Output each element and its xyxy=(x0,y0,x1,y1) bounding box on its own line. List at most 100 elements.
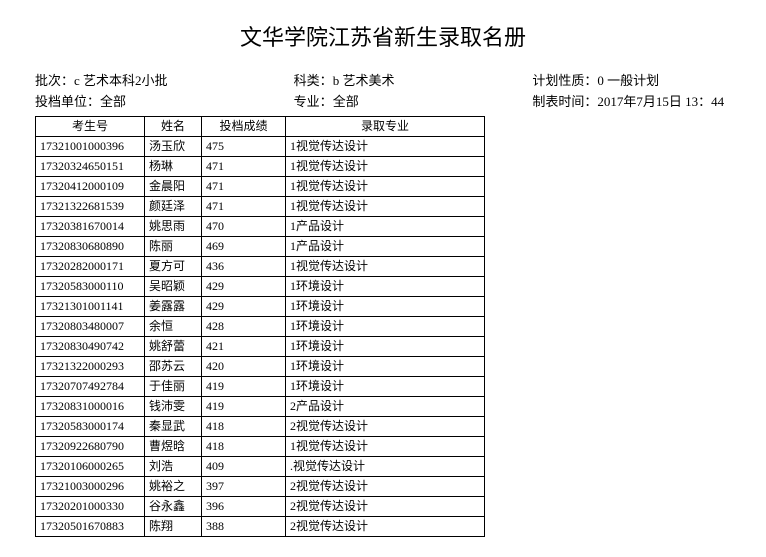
meta-row-2: 投档单位：全部 专业：全部 制表时间：2017年7月15日 13：44 xyxy=(35,91,731,110)
meta-category: 科类：b 艺术美术 xyxy=(234,70,493,89)
cell-score: 421 xyxy=(202,337,286,357)
cell-id: 17321322000293 xyxy=(36,357,145,377)
table-row: 17320803480007余恒4281环境设计 xyxy=(36,317,485,337)
cell-score: 419 xyxy=(202,377,286,397)
cell-major: 2视觉传达设计 xyxy=(286,517,485,537)
cell-score: 469 xyxy=(202,237,286,257)
cell-score: 475 xyxy=(202,137,286,157)
cell-name: 颜廷泽 xyxy=(145,197,202,217)
cell-score: 418 xyxy=(202,417,286,437)
table-row: 17320707492784于佳丽4191环境设计 xyxy=(36,377,485,397)
cell-major: 1环境设计 xyxy=(286,337,485,357)
cell-name: 谷永鑫 xyxy=(145,497,202,517)
cell-score: 470 xyxy=(202,217,286,237)
cell-major: 1环境设计 xyxy=(286,277,485,297)
cell-score: 471 xyxy=(202,197,286,217)
roster-table: 考生号 姓名 投档成绩 录取专业 17321001000396汤玉欣4751视觉… xyxy=(35,116,485,537)
cell-id: 17320381670014 xyxy=(36,217,145,237)
header-score: 投档成绩 xyxy=(202,117,286,137)
cell-score: 418 xyxy=(202,437,286,457)
cell-id: 17320583000110 xyxy=(36,277,145,297)
cell-name: 于佳丽 xyxy=(145,377,202,397)
cell-id: 17320412000109 xyxy=(36,177,145,197)
table-row: 17321301001141姜露露4291环境设计 xyxy=(36,297,485,317)
cell-major: 2产品设计 xyxy=(286,397,485,417)
table-row: 17320201000330谷永鑫3962视觉传达设计 xyxy=(36,497,485,517)
cell-major: 2视觉传达设计 xyxy=(286,477,485,497)
cell-major: 1产品设计 xyxy=(286,237,485,257)
meta-row-1: 批次：c 艺术本科2小批 科类：b 艺术美术 计划性质：0 一般计划 xyxy=(35,70,731,89)
table-row: 17320583000174秦显武4182视觉传达设计 xyxy=(36,417,485,437)
cell-name: 姚舒蕾 xyxy=(145,337,202,357)
meta-time: 制表时间：2017年7月15日 13：44 xyxy=(492,91,731,110)
cell-major: 1环境设计 xyxy=(286,317,485,337)
meta-unit-value: 全部 xyxy=(100,94,126,109)
cell-score: 397 xyxy=(202,477,286,497)
cell-name: 金晨阳 xyxy=(145,177,202,197)
table-row: 17320501670883陈翔3882视觉传达设计 xyxy=(36,517,485,537)
cell-id: 17321322681539 xyxy=(36,197,145,217)
cell-name: 陈丽 xyxy=(145,237,202,257)
cell-score: 471 xyxy=(202,177,286,197)
cell-major: 1视觉传达设计 xyxy=(286,257,485,277)
page-title: 文华学院江苏省新生录取名册 xyxy=(35,20,731,52)
meta-category-value: b 艺术美术 xyxy=(333,73,395,88)
cell-major: 1环境设计 xyxy=(286,297,485,317)
table-row: 17320381670014姚思雨4701产品设计 xyxy=(36,217,485,237)
meta-major-label: 专业： xyxy=(294,94,333,109)
cell-id: 17320830490742 xyxy=(36,337,145,357)
cell-name: 刘浩 xyxy=(145,457,202,477)
cell-major: 1视觉传达设计 xyxy=(286,437,485,457)
cell-name: 钱沛雯 xyxy=(145,397,202,417)
cell-name: 吴昭颖 xyxy=(145,277,202,297)
table-row: 17321322681539颜廷泽4711视觉传达设计 xyxy=(36,197,485,217)
table-row: 17320583000110吴昭颖4291环境设计 xyxy=(36,277,485,297)
cell-id: 17320324650151 xyxy=(36,157,145,177)
cell-name: 夏方可 xyxy=(145,257,202,277)
cell-id: 17320106000265 xyxy=(36,457,145,477)
table-row: 17321322000293邵苏云4201环境设计 xyxy=(36,357,485,377)
cell-score: 428 xyxy=(202,317,286,337)
cell-major: 2视觉传达设计 xyxy=(286,417,485,437)
table-row: 17321003000296姚裕之3972视觉传达设计 xyxy=(36,477,485,497)
meta-plan-value: 0 一般计划 xyxy=(597,73,659,88)
cell-id: 17320922680790 xyxy=(36,437,145,457)
cell-name: 姚裕之 xyxy=(145,477,202,497)
cell-name: 余恒 xyxy=(145,317,202,337)
cell-major: 1视觉传达设计 xyxy=(286,137,485,157)
cell-major: .视觉传达设计 xyxy=(286,457,485,477)
cell-score: 471 xyxy=(202,157,286,177)
meta-plan: 计划性质：0 一般计划 xyxy=(492,70,731,89)
meta-plan-label: 计划性质： xyxy=(532,73,597,88)
meta-unit: 投档单位：全部 xyxy=(35,91,234,110)
cell-major: 1环境设计 xyxy=(286,377,485,397)
cell-major: 1视觉传达设计 xyxy=(286,177,485,197)
cell-id: 17320803480007 xyxy=(36,317,145,337)
meta-batch-label: 批次： xyxy=(35,73,74,88)
cell-major: 1产品设计 xyxy=(286,217,485,237)
cell-id: 17320583000174 xyxy=(36,417,145,437)
meta-unit-label: 投档单位： xyxy=(35,94,100,109)
meta-batch-value: c 艺术本科2小批 xyxy=(74,73,168,88)
table-row: 17320830680890陈丽4691产品设计 xyxy=(36,237,485,257)
cell-name: 汤玉欣 xyxy=(145,137,202,157)
cell-id: 17320501670883 xyxy=(36,517,145,537)
table-row: 17320830490742姚舒蕾4211环境设计 xyxy=(36,337,485,357)
cell-name: 姜露露 xyxy=(145,297,202,317)
cell-id: 17320831000016 xyxy=(36,397,145,417)
cell-name: 秦显武 xyxy=(145,417,202,437)
meta-major: 专业：全部 xyxy=(234,91,493,110)
cell-score: 420 xyxy=(202,357,286,377)
cell-score: 429 xyxy=(202,297,286,317)
cell-score: 436 xyxy=(202,257,286,277)
cell-name: 陈翔 xyxy=(145,517,202,537)
table-row: 17320922680790曹煜晗4181视觉传达设计 xyxy=(36,437,485,457)
meta-batch: 批次：c 艺术本科2小批 xyxy=(35,70,234,89)
cell-id: 17320282000171 xyxy=(36,257,145,277)
meta-time-label: 制表时间： xyxy=(532,94,597,109)
cell-name: 杨琳 xyxy=(145,157,202,177)
cell-name: 曹煜晗 xyxy=(145,437,202,457)
meta-time-value: 2017年7月15日 13：44 xyxy=(597,94,724,109)
table-row: 17320282000171夏方可4361视觉传达设计 xyxy=(36,257,485,277)
cell-score: 396 xyxy=(202,497,286,517)
